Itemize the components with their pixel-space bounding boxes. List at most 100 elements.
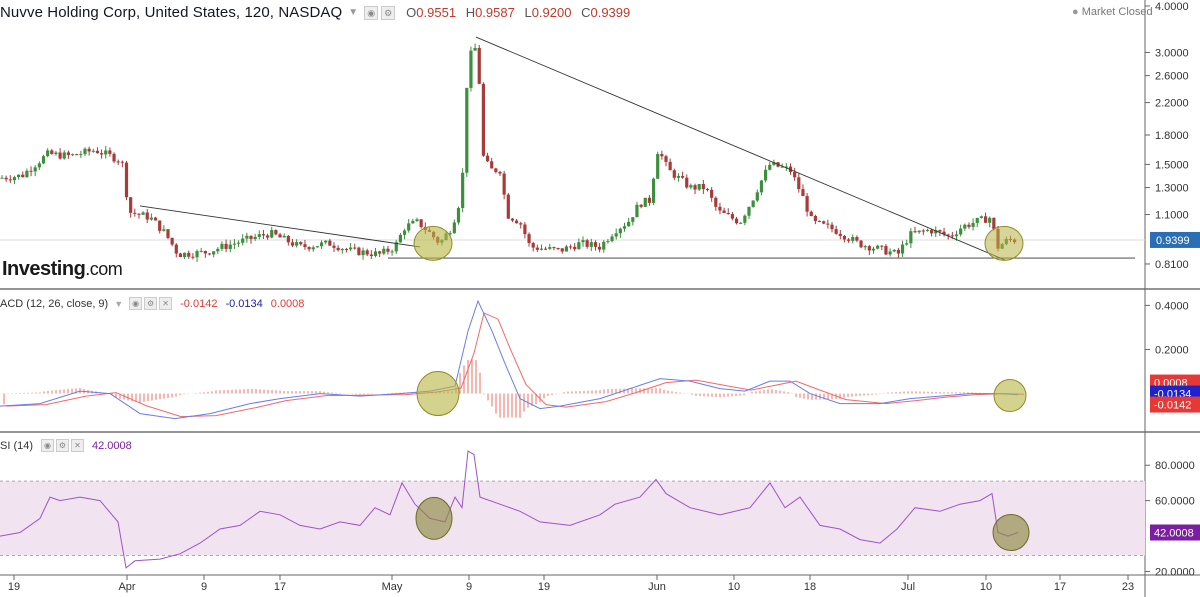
candle-body bbox=[610, 236, 614, 242]
candle-body bbox=[315, 246, 319, 248]
last-price-badge bbox=[1150, 231, 1200, 248]
candle-body bbox=[319, 242, 324, 247]
candle-body bbox=[755, 192, 759, 201]
visibility-icon[interactable]: ◉ bbox=[364, 5, 379, 20]
candle-body bbox=[710, 189, 714, 198]
last-price-label: 0.9399 bbox=[1156, 235, 1190, 247]
rsi-band bbox=[0, 481, 1145, 556]
candle-body bbox=[884, 246, 888, 255]
candle-body bbox=[531, 243, 535, 248]
symbol-dropdown-icon[interactable]: ▼ bbox=[348, 7, 359, 18]
candle-body bbox=[419, 219, 423, 228]
candle-body bbox=[386, 248, 390, 252]
highlight-circle bbox=[416, 371, 460, 417]
candle-body bbox=[639, 204, 643, 207]
candle-body bbox=[328, 240, 332, 246]
candle-body bbox=[892, 249, 896, 252]
candle-body bbox=[768, 164, 772, 170]
macd-signal-value: 0.0008 bbox=[270, 297, 305, 310]
candle-body bbox=[975, 217, 979, 223]
time-tick-label: 9 bbox=[466, 581, 472, 593]
candle-body bbox=[286, 235, 290, 243]
candle-body bbox=[515, 220, 519, 224]
candle-body bbox=[905, 243, 909, 245]
rsi-line bbox=[0, 450, 1019, 569]
candle-body bbox=[456, 208, 461, 223]
price-tick-label: 2.6000 bbox=[1155, 71, 1189, 83]
candle-body bbox=[822, 221, 826, 224]
candle-body bbox=[137, 213, 141, 215]
candle-body bbox=[631, 217, 635, 222]
candle-body bbox=[876, 245, 880, 249]
candle-body bbox=[253, 236, 257, 239]
time-tick-label: 10 bbox=[980, 581, 992, 593]
candle-body bbox=[498, 171, 502, 174]
candle-body bbox=[369, 254, 373, 256]
candle-body bbox=[581, 240, 585, 243]
macd-visibility-icon[interactable]: ◉ bbox=[129, 297, 143, 310]
candle-body bbox=[91, 150, 95, 152]
rsi-visibility-icon[interactable]: ◉ bbox=[41, 439, 55, 452]
settings-icon[interactable]: ⚙ bbox=[381, 5, 396, 20]
candle-body bbox=[651, 178, 656, 203]
candle-body bbox=[46, 150, 50, 157]
candle-body bbox=[21, 174, 25, 178]
candle-body bbox=[921, 230, 925, 232]
candle-body bbox=[83, 148, 87, 155]
candle-body bbox=[734, 218, 739, 224]
candle-body bbox=[834, 229, 838, 234]
candle-body bbox=[195, 251, 199, 258]
candle-body bbox=[697, 183, 701, 190]
candle-body bbox=[402, 230, 407, 235]
market-status: ● Market Closed bbox=[1072, 6, 1153, 18]
candle-body bbox=[465, 87, 469, 173]
macd-title[interactable]: ACD (12, 26, close, 9) bbox=[0, 297, 109, 310]
candle-body bbox=[527, 234, 531, 244]
macd-line-value: -0.0134 bbox=[225, 297, 263, 310]
time-tick-label: Jul bbox=[901, 581, 915, 593]
candle-body bbox=[689, 185, 693, 188]
candle-body bbox=[266, 235, 270, 238]
rsi-value-badge-label: 42.0008 bbox=[1154, 528, 1194, 540]
candle-body bbox=[17, 174, 21, 178]
investing-logo: Investing.com bbox=[2, 258, 123, 281]
candle-body bbox=[564, 246, 568, 252]
symbol-title[interactable]: Nuvve Holding Corp, United States, 120, … bbox=[0, 4, 343, 21]
candle-body bbox=[203, 250, 207, 254]
macd-close-icon[interactable]: ✕ bbox=[159, 297, 173, 310]
candle-body bbox=[838, 233, 842, 236]
candle-body bbox=[988, 217, 992, 223]
candle-body bbox=[461, 172, 465, 209]
candle-body bbox=[552, 247, 556, 249]
candle-body bbox=[170, 237, 174, 245]
time-tick-label: 17 bbox=[1054, 581, 1066, 593]
status-dot-icon: ● bbox=[1072, 6, 1079, 18]
price-tick-label: 0.8100 bbox=[1155, 259, 1189, 271]
candle-body bbox=[510, 218, 515, 221]
candle-body bbox=[407, 223, 411, 231]
candle-body bbox=[340, 249, 344, 251]
candle-body bbox=[220, 243, 224, 249]
candle-body bbox=[158, 220, 162, 231]
time-tick-label: 19 bbox=[538, 581, 550, 593]
rsi-close-icon[interactable]: ✕ bbox=[71, 439, 85, 452]
candle-body bbox=[324, 240, 328, 243]
rsi-title[interactable]: SI (14) bbox=[0, 439, 34, 452]
candle-body bbox=[764, 169, 768, 181]
candle-body bbox=[166, 229, 170, 238]
candle-body bbox=[934, 230, 938, 234]
candle-body bbox=[556, 248, 560, 250]
candle-body bbox=[149, 217, 153, 220]
macd-settings-icon[interactable]: ⚙ bbox=[144, 297, 158, 310]
open-value: 0.9551 bbox=[416, 5, 457, 20]
rsi-tick-label: 60.0000 bbox=[1155, 496, 1195, 508]
candle-body bbox=[577, 242, 581, 250]
candle-body bbox=[373, 251, 378, 256]
macd-dropdown-icon[interactable]: ▼ bbox=[114, 298, 124, 309]
candle-body bbox=[847, 239, 851, 241]
candle-body bbox=[349, 247, 353, 250]
rsi-settings-icon[interactable]: ⚙ bbox=[56, 439, 70, 452]
price-tick-label: 1.5000 bbox=[1155, 159, 1189, 171]
time-tick-label: 18 bbox=[804, 581, 816, 593]
